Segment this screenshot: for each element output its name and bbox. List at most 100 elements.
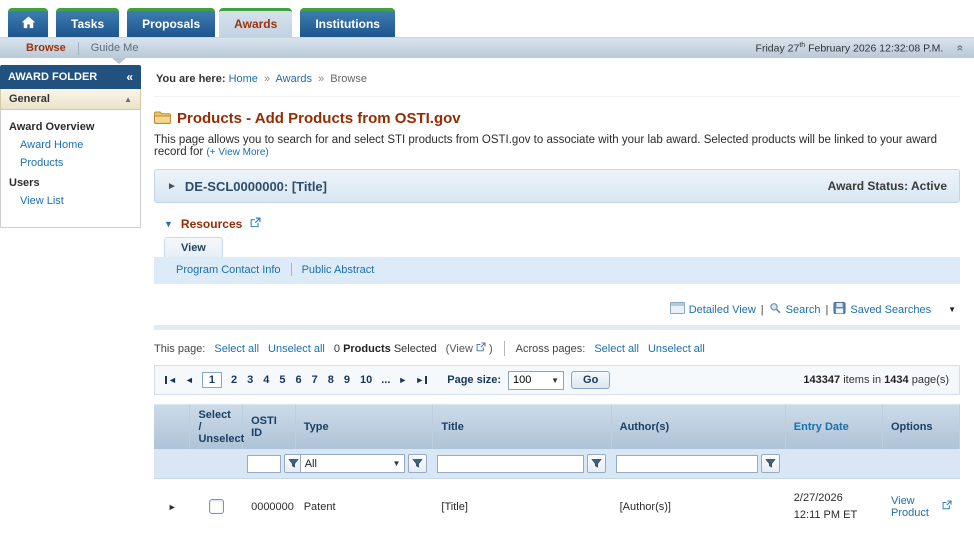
saved-searches-dropdown-icon[interactable]: ▼ [948,305,956,314]
breadcrumb-home[interactable]: Home [228,73,258,85]
page-number-10[interactable]: 10 [359,374,373,386]
links-divider [290,263,292,276]
pagination-bar: ◄ ◄ 1 2 3 4 5 6 7 8 9 10 ... ► ► [154,365,960,395]
type-filter-button[interactable] [408,454,428,473]
breadcrumb-awards[interactable]: Awards [275,73,313,85]
resources-links-bar: Program Contact Info Public Abstract [154,257,960,284]
page-title: Products - Add Products from OSTI.gov [177,110,461,127]
sidebar-item-products[interactable]: Products [20,157,64,169]
selection-bar: This page: Select all Unselect all 0 Pro… [154,341,960,356]
header-entry-date[interactable]: Entry Date [785,404,883,449]
previous-page-button[interactable]: ◄ [184,375,194,385]
page-size-select[interactable]: 100 ▼ [508,370,565,390]
sidebar-section-label: General [9,93,50,105]
header-options: Options [882,404,960,449]
program-contact-info-link[interactable]: Program Contact Info [176,263,281,276]
last-page-button[interactable]: ► [415,375,428,385]
product-row: ► 0000000 Patent [Title] [Author(s)] 2/2… [154,479,960,534]
osti-id-filter-input[interactable] [247,454,282,473]
sub-navigation: Browse Guide Me Friday 27th February 202… [0,37,974,58]
across-unselect-all-link[interactable]: Unselect all [647,342,705,355]
page-size-value: 100 [513,374,532,386]
sidebar-section-general[interactable]: General ▲ [0,89,141,110]
tab-institutions[interactable]: Institutions [300,8,395,37]
page-number-1[interactable]: 1 [201,372,222,388]
next-page-button[interactable]: ► [398,375,408,385]
products-table: Select / Unselect OSTI ID Type Title Aut… [154,404,960,534]
toolbar-pipe: | [825,303,829,316]
search-link[interactable]: Search [769,302,821,317]
title-filter-input[interactable] [437,454,584,473]
first-page-button[interactable]: ◄ [165,375,177,385]
authors-filter-button[interactable] [760,454,780,473]
authors-filter-input[interactable] [615,454,758,473]
page-number-2[interactable]: 2 [230,374,238,386]
header-title: Title [433,404,612,449]
sidebar-collapse-icon[interactable]: « [126,70,133,84]
award-number-title: DE-SCL0000000: [Title] [184,178,327,194]
select-all-link[interactable]: Select all [214,342,260,355]
cell-osti-id: 0000000 [243,479,296,534]
view-selected-link[interactable]: (View ) [445,342,493,355]
subnav-guide-me[interactable]: Guide Me [90,42,139,54]
unselect-all-link[interactable]: Unselect all [268,342,325,355]
view-more-link[interactable]: (+ View More) [206,147,269,158]
active-subtab-pointer [112,58,126,64]
page-number-4[interactable]: 4 [263,374,270,386]
home-icon [21,16,36,32]
datetime-display: Friday 27th February 2026 12:32:08 P.M. [755,41,944,55]
page-number-9[interactable]: 9 [343,374,350,386]
header-osti-id: OSTI ID [243,404,296,449]
page-description: This page allows you to search for and s… [154,134,938,158]
page-number-6[interactable]: 6 [295,374,302,386]
folder-icon [154,111,171,127]
tab-institutions-label: Institutions [315,17,380,31]
type-filter-value: All [304,457,317,470]
page-number-5[interactable]: 5 [279,374,286,386]
award-summary-bar: ► DE-SCL0000000: [Title] Award Status: A… [154,169,960,203]
external-link-icon[interactable] [250,217,261,231]
breadcrumb-current: Browse [330,73,367,85]
items-count: 143347 items in 1434 page(s) [803,374,949,386]
header-select-unselect: Select / Unselect [190,404,244,449]
tab-proposals[interactable]: Proposals [127,8,216,37]
cell-type: Patent [295,479,434,534]
go-button[interactable]: Go [571,371,611,389]
sidebar-item-view-list[interactable]: View List [20,195,64,207]
public-abstract-link[interactable]: Public Abstract [301,263,375,276]
breadcrumb-separator: » [318,73,325,85]
title-filter-button[interactable] [586,454,606,473]
tab-awards[interactable]: Awards [219,8,293,37]
view-product-link[interactable]: View Product [891,495,952,519]
header-type: Type [295,404,434,449]
saved-searches-icon [833,302,846,317]
tab-view[interactable]: View [164,237,223,257]
row-checkbox[interactable] [209,499,225,514]
header-expand [154,404,191,449]
page-number-3[interactable]: 3 [247,374,254,386]
expand-row-icon[interactable]: ► [167,501,177,512]
breadcrumb-prefix: You are here: [156,73,226,85]
subnav-browse[interactable]: Browse [26,42,66,54]
page-size-label: Page size: [447,374,502,386]
saved-searches-link[interactable]: Saved Searches [833,302,931,317]
tab-home[interactable] [8,8,48,37]
collapse-resources-icon[interactable]: ▼ [164,219,173,229]
external-link-icon [476,342,486,355]
view-toolbar: Detailed View | Search | Saved Searches … [154,302,960,317]
detailed-view-link[interactable]: Detailed View [669,302,756,317]
collapse-triangle-icon: ▲ [124,94,132,104]
type-filter-select[interactable]: All ▼ [299,454,406,473]
collapse-banner-icon[interactable]: « [953,44,968,52]
across-select-all-link[interactable]: Select all [594,342,639,355]
expand-award-icon[interactable]: ► [167,180,177,192]
sidebar-item-award-home[interactable]: Award Home [20,139,84,151]
tab-awards-label: Awards [234,17,278,31]
page-number-7[interactable]: 7 [311,374,318,386]
page-number-8[interactable]: 8 [327,374,334,386]
resources-section: ▼ Resources View Program Contact Info Pu… [154,215,960,284]
search-icon [769,302,782,317]
osti-id-filter-button[interactable] [284,454,304,473]
tab-tasks[interactable]: Tasks [56,8,120,37]
